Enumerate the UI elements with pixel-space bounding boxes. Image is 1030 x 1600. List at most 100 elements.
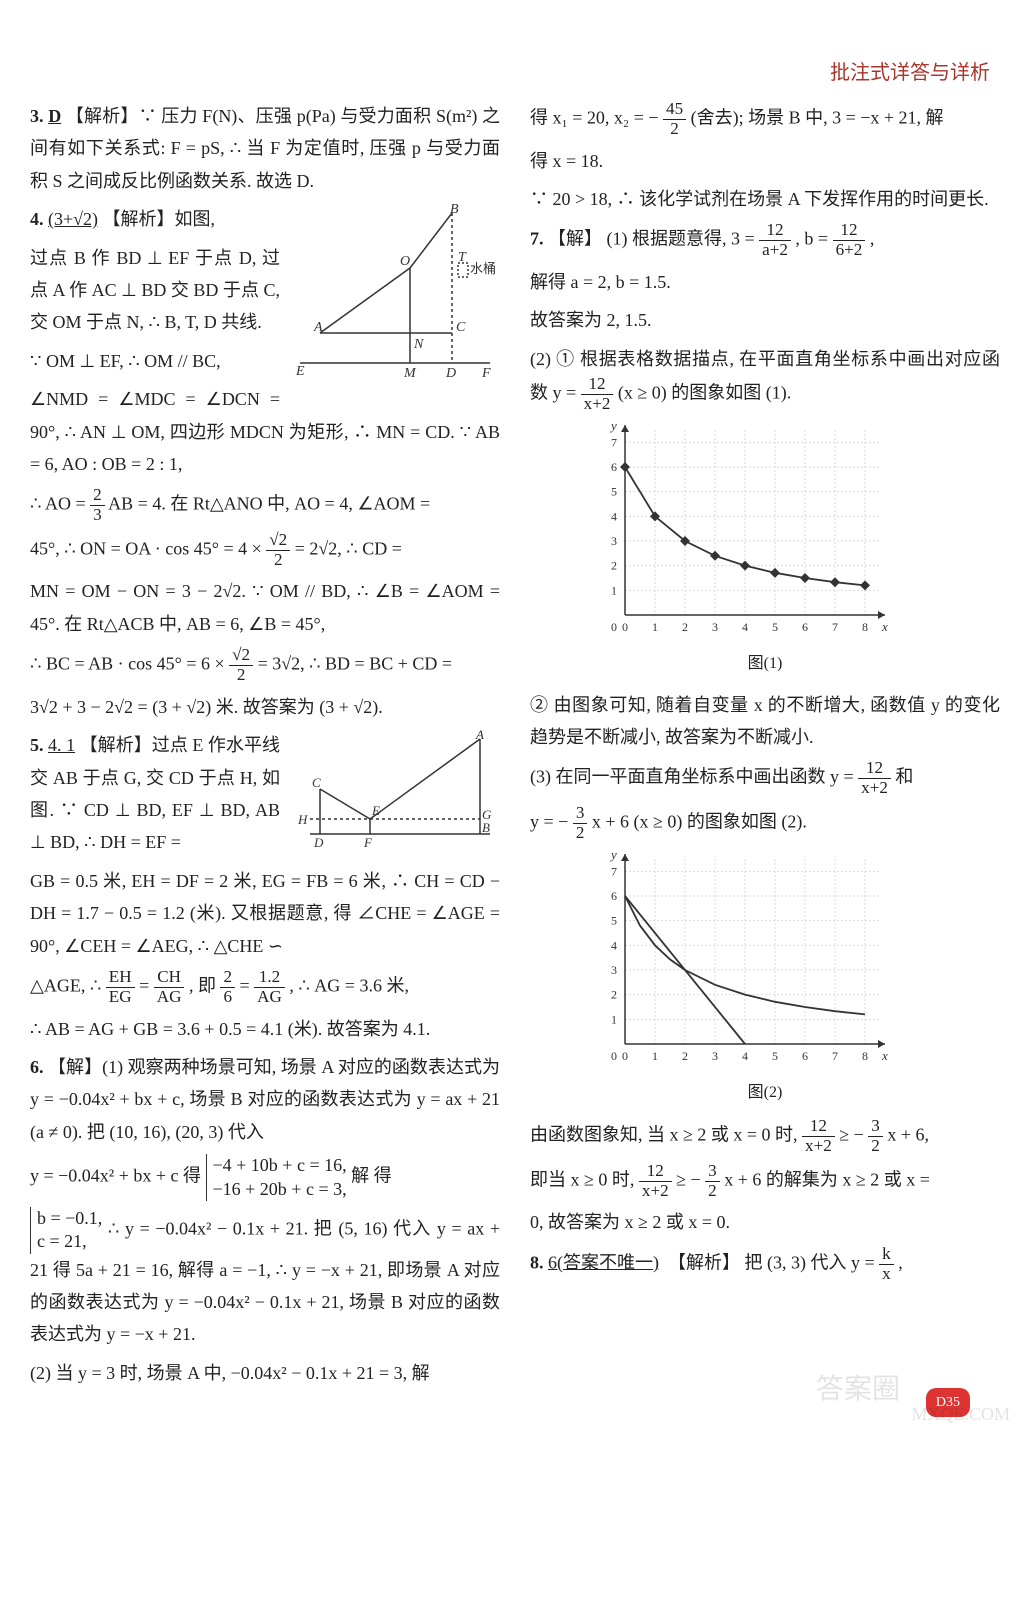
svg-text:7: 7 <box>611 435 617 449</box>
q8: 8. 6(答案不唯一) 【解析】 把 (3, 3) 代入 y = kx , <box>530 1245 1000 1284</box>
frac-12-xp2c: 12x+2 <box>802 1117 835 1156</box>
svg-text:6: 6 <box>611 460 617 474</box>
frac-12-xp2a: 12x+2 <box>581 375 614 414</box>
svg-text:E: E <box>371 803 380 818</box>
right-column: 得 x₁ = 20, x₂ = − 452 (舍去); 场景 B 中, 3 = … <box>530 100 1000 1395</box>
svg-text:4: 4 <box>611 938 617 952</box>
q6-p5: 得 x₁ = 20, x₂ = − 452 (舍去); 场景 B 中, 3 = … <box>530 100 1000 139</box>
svg-text:4: 4 <box>742 1049 748 1063</box>
page-header: 批注式详答与详析 <box>830 55 990 91</box>
frac-2-6: 26 <box>220 968 235 1007</box>
q7-label: 【解】 <box>548 229 602 249</box>
q6-p4: (2) 当 y = 3 时, 场景 A 中, −0.04x² − 0.1x + … <box>30 1357 500 1389</box>
q5-l2: GB = 0.5 米, EH = DF = 2 米, EG = FB = 6 米… <box>30 865 500 962</box>
q3-answer: D <box>48 106 61 126</box>
q7-p9: 即当 x ≥ 0 时, 12x+2 ≥ − 32 x + 6 的解集为 x ≥ … <box>530 1162 1000 1201</box>
q7-p7: y = − 32 x + 6 (x ≥ 0) 的图象如图 (2). <box>530 804 1000 843</box>
svg-text:3: 3 <box>611 963 617 977</box>
svg-text:7: 7 <box>832 1049 838 1063</box>
q8-answer: 6(答案不唯一) <box>548 1252 659 1272</box>
q5-diagram: A B C D E F G H <box>290 729 500 849</box>
q4-lbl-A: A <box>313 320 323 335</box>
svg-text:0: 0 <box>622 620 628 634</box>
q4-lbl-D: D <box>445 366 456 381</box>
q7-p8: 由函数图象知, 当 x ≥ 2 或 x = 0 时, 12x+2 ≥ − 32 … <box>530 1117 1000 1156</box>
svg-text:0: 0 <box>611 1049 617 1063</box>
q5-label: 【解析】 <box>80 735 152 755</box>
frac-45-2: 452 <box>663 100 686 139</box>
q5: A B C D E F G H 5. 4. 1 【解析】过点 E 作水平线交 A… <box>30 729 500 1045</box>
q5-answer: 4. 1 <box>48 735 75 755</box>
q6-p7: ∵ 20 > 18, ∴ 该化学试剂在场景 A 下发挥作用的时间更长. <box>530 183 1000 215</box>
q8-number: 8. <box>530 1252 544 1272</box>
q7-chart2-caption: 图(2) <box>530 1079 1000 1108</box>
svg-text:5: 5 <box>611 913 617 927</box>
q4-l7: MN = OM − ON = 3 − 2√2. ∵ OM // BD, ∴ ∠B… <box>30 575 500 640</box>
svg-text:B: B <box>482 820 490 835</box>
svg-text:6: 6 <box>802 1049 808 1063</box>
frac-k-x: kx <box>879 1245 894 1284</box>
page-badge: D35 <box>926 1388 970 1417</box>
frac-12-xp2d: 12x+2 <box>639 1162 672 1201</box>
q7: 7. 【解】 (1) 根据题意得, 3 = 12a+2 , b = 126+2 … <box>530 221 1000 1239</box>
frac-root2-2a: √22 <box>266 531 290 570</box>
q6-label: 【解】 <box>48 1057 102 1077</box>
q7-p5: ② 由图象可知, 随着自变量 x 的不断增大, 函数值 y 的变化趋势是不断减小… <box>530 689 1000 754</box>
svg-text:5: 5 <box>611 484 617 498</box>
svg-text:6: 6 <box>611 889 617 903</box>
q6-part1: 6. 【解】(1) 观察两种场景可知, 场景 A 对应的函数表达式为 y = −… <box>30 1051 500 1389</box>
svg-text:5: 5 <box>772 620 778 634</box>
q5-number: 5. <box>30 735 44 755</box>
svg-text:H: H <box>297 812 308 827</box>
svg-text:8: 8 <box>862 620 868 634</box>
svg-text:0: 0 <box>622 1049 628 1063</box>
q4-lbl-B: B <box>450 203 459 217</box>
svg-text:2: 2 <box>611 987 617 1001</box>
q4-lbl-F: F <box>481 366 491 381</box>
q4-answer: (3+√2) <box>48 209 98 229</box>
q6-p6: 得 x = 18. <box>530 145 1000 177</box>
q4-lbl-bucket: 水桶 <box>470 261 496 276</box>
q5-l3: △AGE, ∴ EHEG = CHAG , 即 26 = 1.2AG , ∴ A… <box>30 968 500 1007</box>
svg-text:8: 8 <box>862 1049 868 1063</box>
q7-chart2: 01234567812345670xy <box>590 849 890 1069</box>
svg-text:2: 2 <box>611 558 617 572</box>
q8-label: 【解析】 <box>668 1252 740 1272</box>
svg-text:y: y <box>609 849 617 862</box>
svg-text:4: 4 <box>611 509 617 523</box>
frac-3-2a: 32 <box>573 804 588 843</box>
q3: 3. D 【解析】∵ 压力 F(N)、压强 p(Pa) 与受力面积 S(m²) … <box>30 100 500 197</box>
svg-text:3: 3 <box>712 620 718 634</box>
frac-1p2-AG: 1.2AG <box>254 968 285 1007</box>
frac-EH-EG: EHEG <box>106 968 135 1007</box>
svg-text:3: 3 <box>611 534 617 548</box>
q6-p2: y = −0.04x² + bx + c 得 −4 + 10b + c = 16… <box>30 1154 500 1201</box>
q7-p6: (3) 在同一平面直角坐标系中画出函数 y = 12x+2 和 <box>530 759 1000 798</box>
svg-text:1: 1 <box>611 1012 617 1026</box>
svg-text:A: A <box>475 729 484 742</box>
svg-text:D: D <box>313 835 324 849</box>
q4-l8: ∴ BC = AB · cos 45° = 6 × √22 = 3√2, ∴ B… <box>30 646 500 685</box>
svg-text:F: F <box>363 835 373 849</box>
frac-3-2b: 32 <box>868 1117 883 1156</box>
q3-number: 3. <box>30 106 44 126</box>
q7-chart1: 01234567812345670xy <box>590 420 890 640</box>
q4-number: 4. <box>30 209 44 229</box>
svg-text:7: 7 <box>611 864 617 878</box>
q4-diagram: A B O T C N E M D F 水桶 <box>290 203 500 383</box>
q4-lbl-E: E <box>295 364 305 379</box>
svg-text:G: G <box>482 807 492 822</box>
svg-text:x: x <box>881 1048 888 1063</box>
left-column: 3. D 【解析】∵ 压力 F(N)、压强 p(Pa) 与受力面积 S(m²) … <box>30 100 500 1395</box>
svg-text:1: 1 <box>652 620 658 634</box>
q4-l4: ∠NMD = ∠MDC = ∠DCN = 90°, ∴ AN ⊥ OM, 四边形… <box>30 383 500 480</box>
svg-text:3: 3 <box>712 1049 718 1063</box>
svg-text:4: 4 <box>742 620 748 634</box>
q4-lbl-M: M <box>403 366 417 381</box>
q4-l9: 3√2 + 3 − 2√2 = (3 + √2) 米. 故答案为 (3 + √2… <box>30 691 500 723</box>
page: 批注式详答与详析 3. D 【解析】∵ 压力 F(N)、压强 p(Pa) 与受力… <box>0 0 1030 1435</box>
svg-text:7: 7 <box>832 620 838 634</box>
svg-text:1: 1 <box>611 583 617 597</box>
svg-text:6: 6 <box>802 620 808 634</box>
frac-root2-2b: √22 <box>229 646 253 685</box>
